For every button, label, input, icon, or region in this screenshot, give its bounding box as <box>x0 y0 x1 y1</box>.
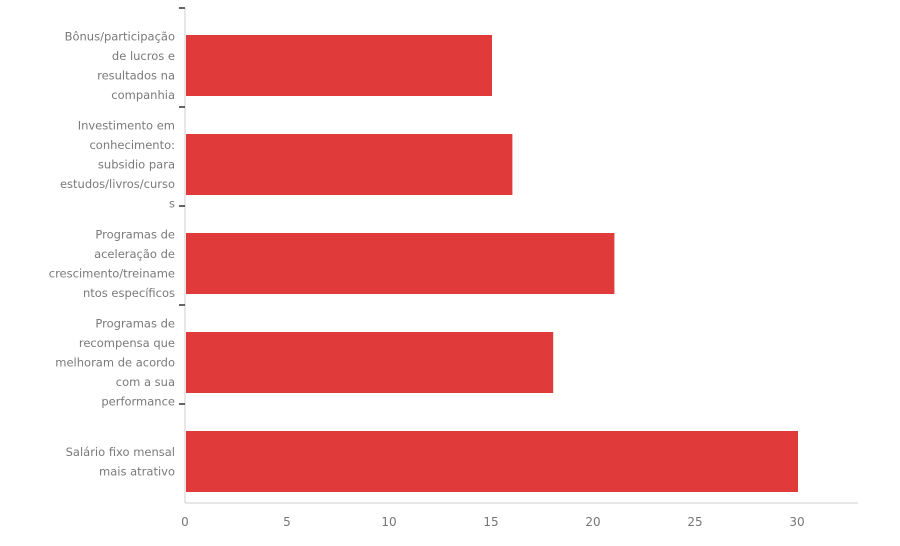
x-tick-label: 20 <box>585 515 600 529</box>
category-label-line: subsidio para <box>98 158 175 172</box>
category-label-line: s <box>169 197 175 211</box>
x-tick-label: 0 <box>181 515 189 529</box>
x-tick-label: 25 <box>687 515 702 529</box>
category-label-line: de lucros e <box>112 49 175 63</box>
category-label-line: Salário fixo mensal <box>66 445 175 459</box>
category-label: Programas de recompensa que melhoram de ac… <box>55 317 175 409</box>
x-tick-label: 15 <box>483 515 498 529</box>
category-label-line: Investimento em <box>78 119 175 133</box>
category-label-line: Bônus/participação <box>65 29 175 43</box>
category-label-line: performance <box>101 395 175 409</box>
category-label-line: crescimento/treiname <box>49 266 175 280</box>
category-label: Programas de aceleração de crescimento/tre… <box>49 227 175 300</box>
category-label-line: Programas de <box>95 227 175 241</box>
category-label-line: resultados na <box>97 68 175 82</box>
bar <box>186 134 513 195</box>
category-label-line: ntos específicos <box>83 286 175 300</box>
bar <box>186 35 492 96</box>
category-label-line: companhia <box>111 88 175 102</box>
bar <box>186 233 615 294</box>
x-tick-label: 30 <box>789 515 804 529</box>
category-label-line: melhoram de acordo <box>55 356 175 370</box>
category-label-line: com a sua <box>116 375 175 389</box>
category-label-line: Programas de <box>95 317 175 331</box>
category-label: Bônus/participação de lucros e resultados … <box>65 29 175 102</box>
category-label-line: estudos/livros/curso <box>60 177 175 191</box>
category-label: Investimento em conhecimento: subsidio par… <box>60 119 175 211</box>
category-label-line: aceleração de <box>94 247 175 261</box>
category-label-line: mais atrativo <box>99 464 175 478</box>
category-label-line: conhecimento: <box>89 138 175 152</box>
category-label: Salário fixo mensal mais atrativo <box>66 445 175 479</box>
category-label-line: recompensa que <box>79 336 175 350</box>
bar <box>186 431 798 492</box>
x-tick-label: 5 <box>283 515 291 529</box>
x-tick-label: 10 <box>381 515 396 529</box>
bar <box>186 332 554 393</box>
